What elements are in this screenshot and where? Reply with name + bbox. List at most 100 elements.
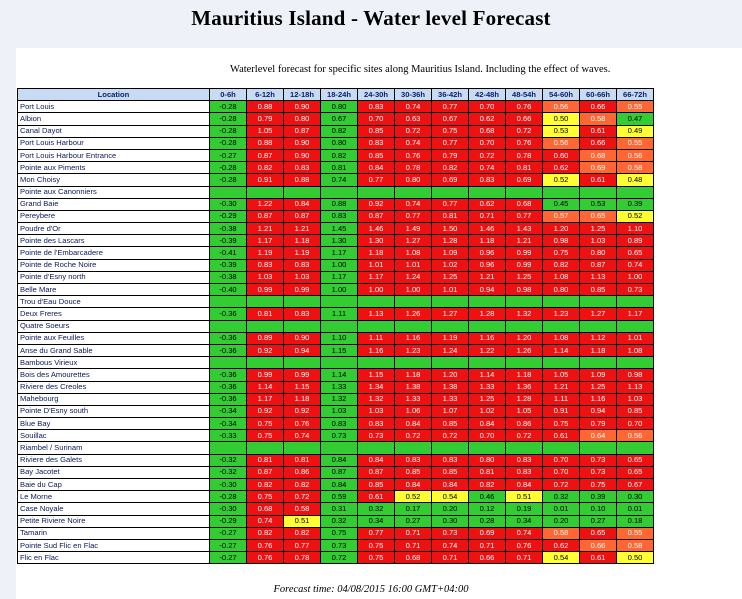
value-cell: 0.58	[542, 526, 580, 540]
value-cell: 1.14	[468, 368, 506, 382]
table-row: Baie du Cap -0.30 0.82 0.82 0.84 0.85 0.84 0.84…	[17, 477, 654, 492]
value-cell: 0.62	[468, 197, 506, 211]
value-cell: 0.65	[579, 209, 617, 224]
value-cell	[431, 295, 469, 309]
table-row: Pereybere -0.29 0.87 0.87 0.83 0.87 0.77 0.81 0.…	[17, 209, 654, 224]
value-cell	[320, 356, 358, 370]
table-row: Pointe d'Esny north -0.38 1.03 1.03 1.17 1.17…	[17, 270, 654, 285]
value-cell: 0.60	[542, 148, 580, 163]
value-cell: -0.28	[209, 136, 247, 150]
value-cell: 0.70	[468, 100, 506, 114]
value-cell: 0.72	[505, 429, 543, 443]
value-cell: 0.62	[468, 112, 506, 126]
value-cell: 1.33	[394, 392, 432, 406]
value-cell: 0.90	[283, 100, 321, 114]
value-cell: 0.88	[246, 100, 284, 114]
value-cell: 0.61	[357, 490, 395, 504]
value-cell: 0.80	[320, 100, 358, 114]
value-cell: 0.69	[579, 161, 617, 175]
value-cell: 0.82	[431, 161, 469, 175]
value-cell: 0.20	[542, 514, 580, 528]
value-cell: 1.34	[357, 380, 395, 394]
value-cell: 1.00	[320, 282, 358, 297]
value-cell: -0.29	[209, 514, 247, 528]
value-cell: 0.50	[616, 551, 654, 565]
value-cell: 0.70	[468, 429, 506, 443]
value-cell: 0.66	[468, 551, 506, 565]
value-cell: 1.27	[394, 234, 432, 248]
table-row: Mahebourg -0.36 1.17 1.18 1.32 1.32 1.33 1.33 1.…	[17, 392, 654, 406]
value-cell	[246, 356, 284, 370]
table-row: Pointe aux Feuilles -0.36 0.89 0.90 1.10 1.11…	[17, 331, 654, 345]
location-cell: Pointe Sud Flic en Flac	[17, 538, 210, 553]
value-cell	[394, 295, 432, 309]
value-cell: 0.85	[616, 404, 654, 419]
value-cell: 1.17	[357, 270, 395, 285]
value-cell: 0.74	[431, 538, 469, 553]
value-cell: -0.32	[209, 453, 247, 467]
value-cell: 1.22	[468, 343, 506, 358]
value-cell	[431, 441, 469, 455]
value-cell	[468, 295, 506, 309]
value-cell: 0.75	[320, 526, 358, 540]
value-cell: 1.25	[505, 270, 543, 285]
value-cell: -0.36	[209, 380, 247, 394]
value-cell: 1.21	[542, 380, 580, 394]
value-cell: 0.77	[505, 209, 543, 224]
value-cell: -0.30	[209, 502, 247, 516]
table-row: Quatre Soeurs	[17, 319, 654, 333]
value-cell: 0.75	[246, 429, 284, 443]
table-row: Riambel / Surinam	[17, 441, 654, 455]
location-cell: Riviere des Creoles	[17, 380, 210, 394]
value-cell: 0.98	[505, 282, 543, 297]
value-cell: 0.85	[579, 282, 617, 297]
value-cell: 0.30	[431, 514, 469, 528]
table-row: Bois des Amourettes -0.36 0.99 0.99 1.14 1.15…	[17, 368, 654, 382]
table-row: Poudre d'Or -0.38 1.21 1.21 1.45 1.46 1.49 1.50…	[17, 222, 654, 236]
value-cell: 0.88	[320, 197, 358, 211]
column-header-0-6h: 0-6h	[209, 87, 247, 102]
location-cell: Pointe aux Feuilles	[17, 331, 210, 345]
value-cell: 0.55	[616, 136, 654, 150]
value-cell: 0.72	[283, 490, 321, 504]
value-cell: 1.25	[468, 392, 506, 406]
value-cell	[320, 295, 358, 309]
value-cell: 0.72	[542, 477, 580, 492]
value-cell: 0.87	[246, 465, 284, 480]
location-cell: Riviere des Galets	[17, 453, 210, 467]
value-cell	[246, 185, 284, 199]
value-cell: 1.16	[394, 331, 432, 345]
location-cell: Case Noyale	[17, 502, 210, 516]
value-cell: 1.21	[246, 222, 284, 236]
value-cell: 1.43	[505, 222, 543, 236]
location-cell: Pereybere	[17, 209, 210, 224]
value-cell: 1.13	[357, 307, 395, 321]
location-cell: Port Louis Harbour	[17, 136, 210, 150]
value-cell: 1.11	[320, 307, 358, 321]
location-cell: Pointe aux Piments	[17, 161, 210, 175]
value-cell: 0.74	[246, 514, 284, 528]
value-cell: 0.74	[505, 526, 543, 540]
value-cell: 1.13	[616, 380, 654, 394]
value-cell: 1.10	[320, 331, 358, 345]
value-cell: -0.28	[209, 161, 247, 175]
value-cell: 0.73	[357, 429, 395, 443]
page-header: Mauritius Island - Water level Forecast	[0, 0, 742, 48]
value-cell: 0.88	[246, 136, 284, 150]
value-cell: 0.64	[579, 429, 617, 443]
location-cell: Mon Choisy	[17, 173, 210, 187]
value-cell: 0.50	[542, 112, 580, 126]
table-row: Petite Riviere Noire -0.29 0.74 0.51 0.32 0.3…	[17, 514, 654, 528]
value-cell: -0.27	[209, 551, 247, 565]
value-cell: 0.98	[542, 234, 580, 248]
value-cell: 1.15	[320, 343, 358, 358]
value-cell: 0.61	[542, 429, 580, 443]
value-cell: -0.38	[209, 222, 247, 236]
value-cell: 0.86	[505, 417, 543, 431]
value-cell: 0.73	[320, 429, 358, 443]
value-cell: 1.05	[246, 124, 284, 138]
value-cell: -0.27	[209, 148, 247, 163]
value-cell: 0.83	[357, 136, 395, 150]
table-row: Flic en Flac -0.27 0.76 0.78 0.72 0.75 0.68 0.7…	[17, 551, 654, 565]
value-cell: 0.74	[394, 136, 432, 150]
